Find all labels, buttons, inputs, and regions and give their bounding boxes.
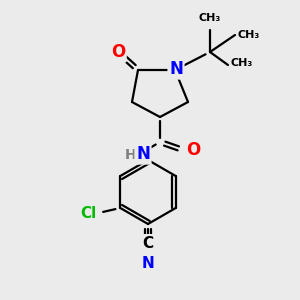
- Text: H: H: [125, 148, 137, 162]
- Text: O: O: [111, 43, 125, 61]
- Text: CH₃: CH₃: [231, 58, 253, 68]
- Text: CH₃: CH₃: [199, 13, 221, 23]
- Text: N: N: [136, 145, 150, 163]
- Text: C: C: [142, 236, 154, 250]
- Text: N: N: [169, 60, 183, 78]
- Text: O: O: [186, 141, 200, 159]
- Text: N: N: [142, 256, 154, 271]
- Text: CH₃: CH₃: [238, 30, 260, 40]
- Text: Cl: Cl: [80, 206, 96, 220]
